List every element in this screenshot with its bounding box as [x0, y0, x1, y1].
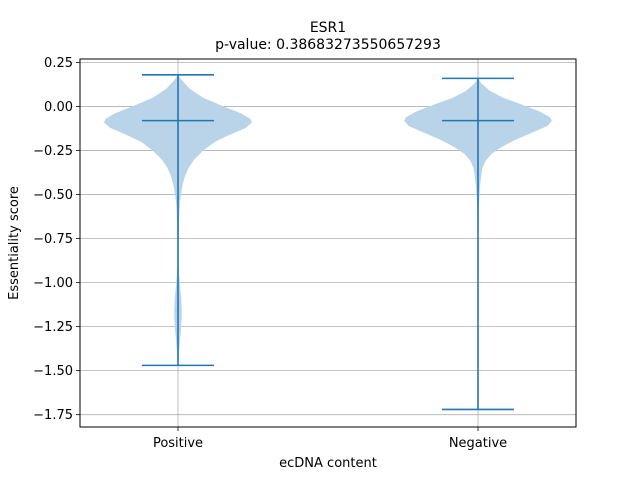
chart-title: ESR1 [310, 20, 346, 36]
y-tick-label: −0.25 [33, 144, 73, 159]
x-tick-label: Positive [153, 436, 203, 451]
x-tick-label: Negative [449, 436, 507, 451]
x-axis-label: ecDNA content [279, 456, 377, 471]
y-tick-label: −1.00 [33, 276, 73, 291]
y-tick-label: 0.25 [44, 56, 73, 71]
y-axis-label: Essentiality score [7, 186, 22, 300]
violin-bodies [104, 74, 552, 410]
y-tick-label: −0.75 [33, 232, 73, 247]
y-tick-label: −1.75 [33, 408, 73, 423]
x-axis-ticks: Positive Negative [153, 427, 507, 451]
y-axis-ticks: 0.25 0.00 −0.25 −0.50 −0.75 −1.00 −1.25 −1.50 −1… [33, 56, 80, 423]
chart-subtitle: p-value: 0.38683273550657293 [215, 37, 441, 53]
violin-stat-lines [142, 74, 514, 411]
y-tick-label: −1.50 [33, 364, 73, 379]
plot-frame [79, 58, 577, 428]
y-tick-label: 0.00 [44, 100, 73, 115]
y-tick-label: −0.50 [33, 188, 73, 203]
y-tick-label: −1.25 [33, 320, 73, 335]
